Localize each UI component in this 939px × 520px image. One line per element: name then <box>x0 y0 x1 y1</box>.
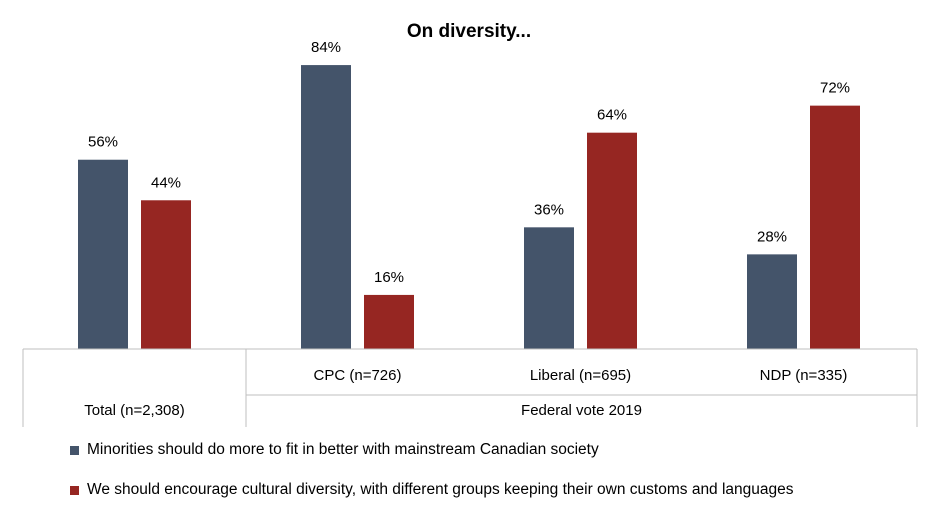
bar-ndp-series-1 <box>747 254 797 349</box>
bars-layer <box>78 65 860 349</box>
category-label-ndp: NDP (n=335) <box>760 367 848 384</box>
legend-swatch-minorities <box>70 445 79 455</box>
bar-chart: On diversity... 56% 44% 84% 16% 36% 64% 28% 72%… <box>22 21 918 427</box>
bar-cpc-series-2 <box>364 294 414 349</box>
legend-item-diversity: We should encourage cultural diversity, … <box>70 480 794 500</box>
legend-label-minorities: Minorities should do more to fit in bett… <box>87 441 599 458</box>
legend-label-diversity: We should encourage cultural diversity, … <box>87 481 794 498</box>
category-labels-layer: Total (n=2,308) CPC (n=726) Liberal (n=695… <box>84 367 847 419</box>
category-axis <box>22 348 918 427</box>
value-label-cpc-series-2: 16% <box>374 269 404 286</box>
category-label-cpc: CPC (n=726) <box>314 367 402 384</box>
bar-total-series-1 <box>78 159 128 349</box>
chart-title: On diversity... <box>407 21 531 42</box>
bar-liberal-series-2 <box>587 132 637 349</box>
value-label-liberal-series-1: 36% <box>534 201 564 218</box>
value-label-liberal-series-2: 64% <box>597 107 627 124</box>
bar-ndp-series-2 <box>810 105 860 349</box>
category-label-total: Total (n=2,308) <box>84 402 184 419</box>
value-label-total-series-1: 56% <box>88 134 118 151</box>
value-labels-layer: 56% 44% 84% 16% 36% 64% 28% 72% <box>88 39 850 286</box>
legend: Minorities should do more to fit in bett… <box>70 440 794 520</box>
bar-cpc-series-1 <box>301 65 351 349</box>
value-label-total-series-2: 44% <box>151 174 181 191</box>
value-label-ndp-series-2: 72% <box>820 80 850 97</box>
group-label-federal-vote: Federal vote 2019 <box>521 402 642 419</box>
value-label-ndp-series-1: 28% <box>757 228 787 245</box>
category-label-liberal: Liberal (n=695) <box>530 367 631 384</box>
legend-swatch-diversity <box>70 485 79 495</box>
bar-total-series-2 <box>141 200 191 349</box>
legend-item-minorities: Minorities should do more to fit in bett… <box>70 440 794 460</box>
value-label-cpc-series-1: 84% <box>311 39 341 56</box>
bar-liberal-series-1 <box>524 227 574 349</box>
